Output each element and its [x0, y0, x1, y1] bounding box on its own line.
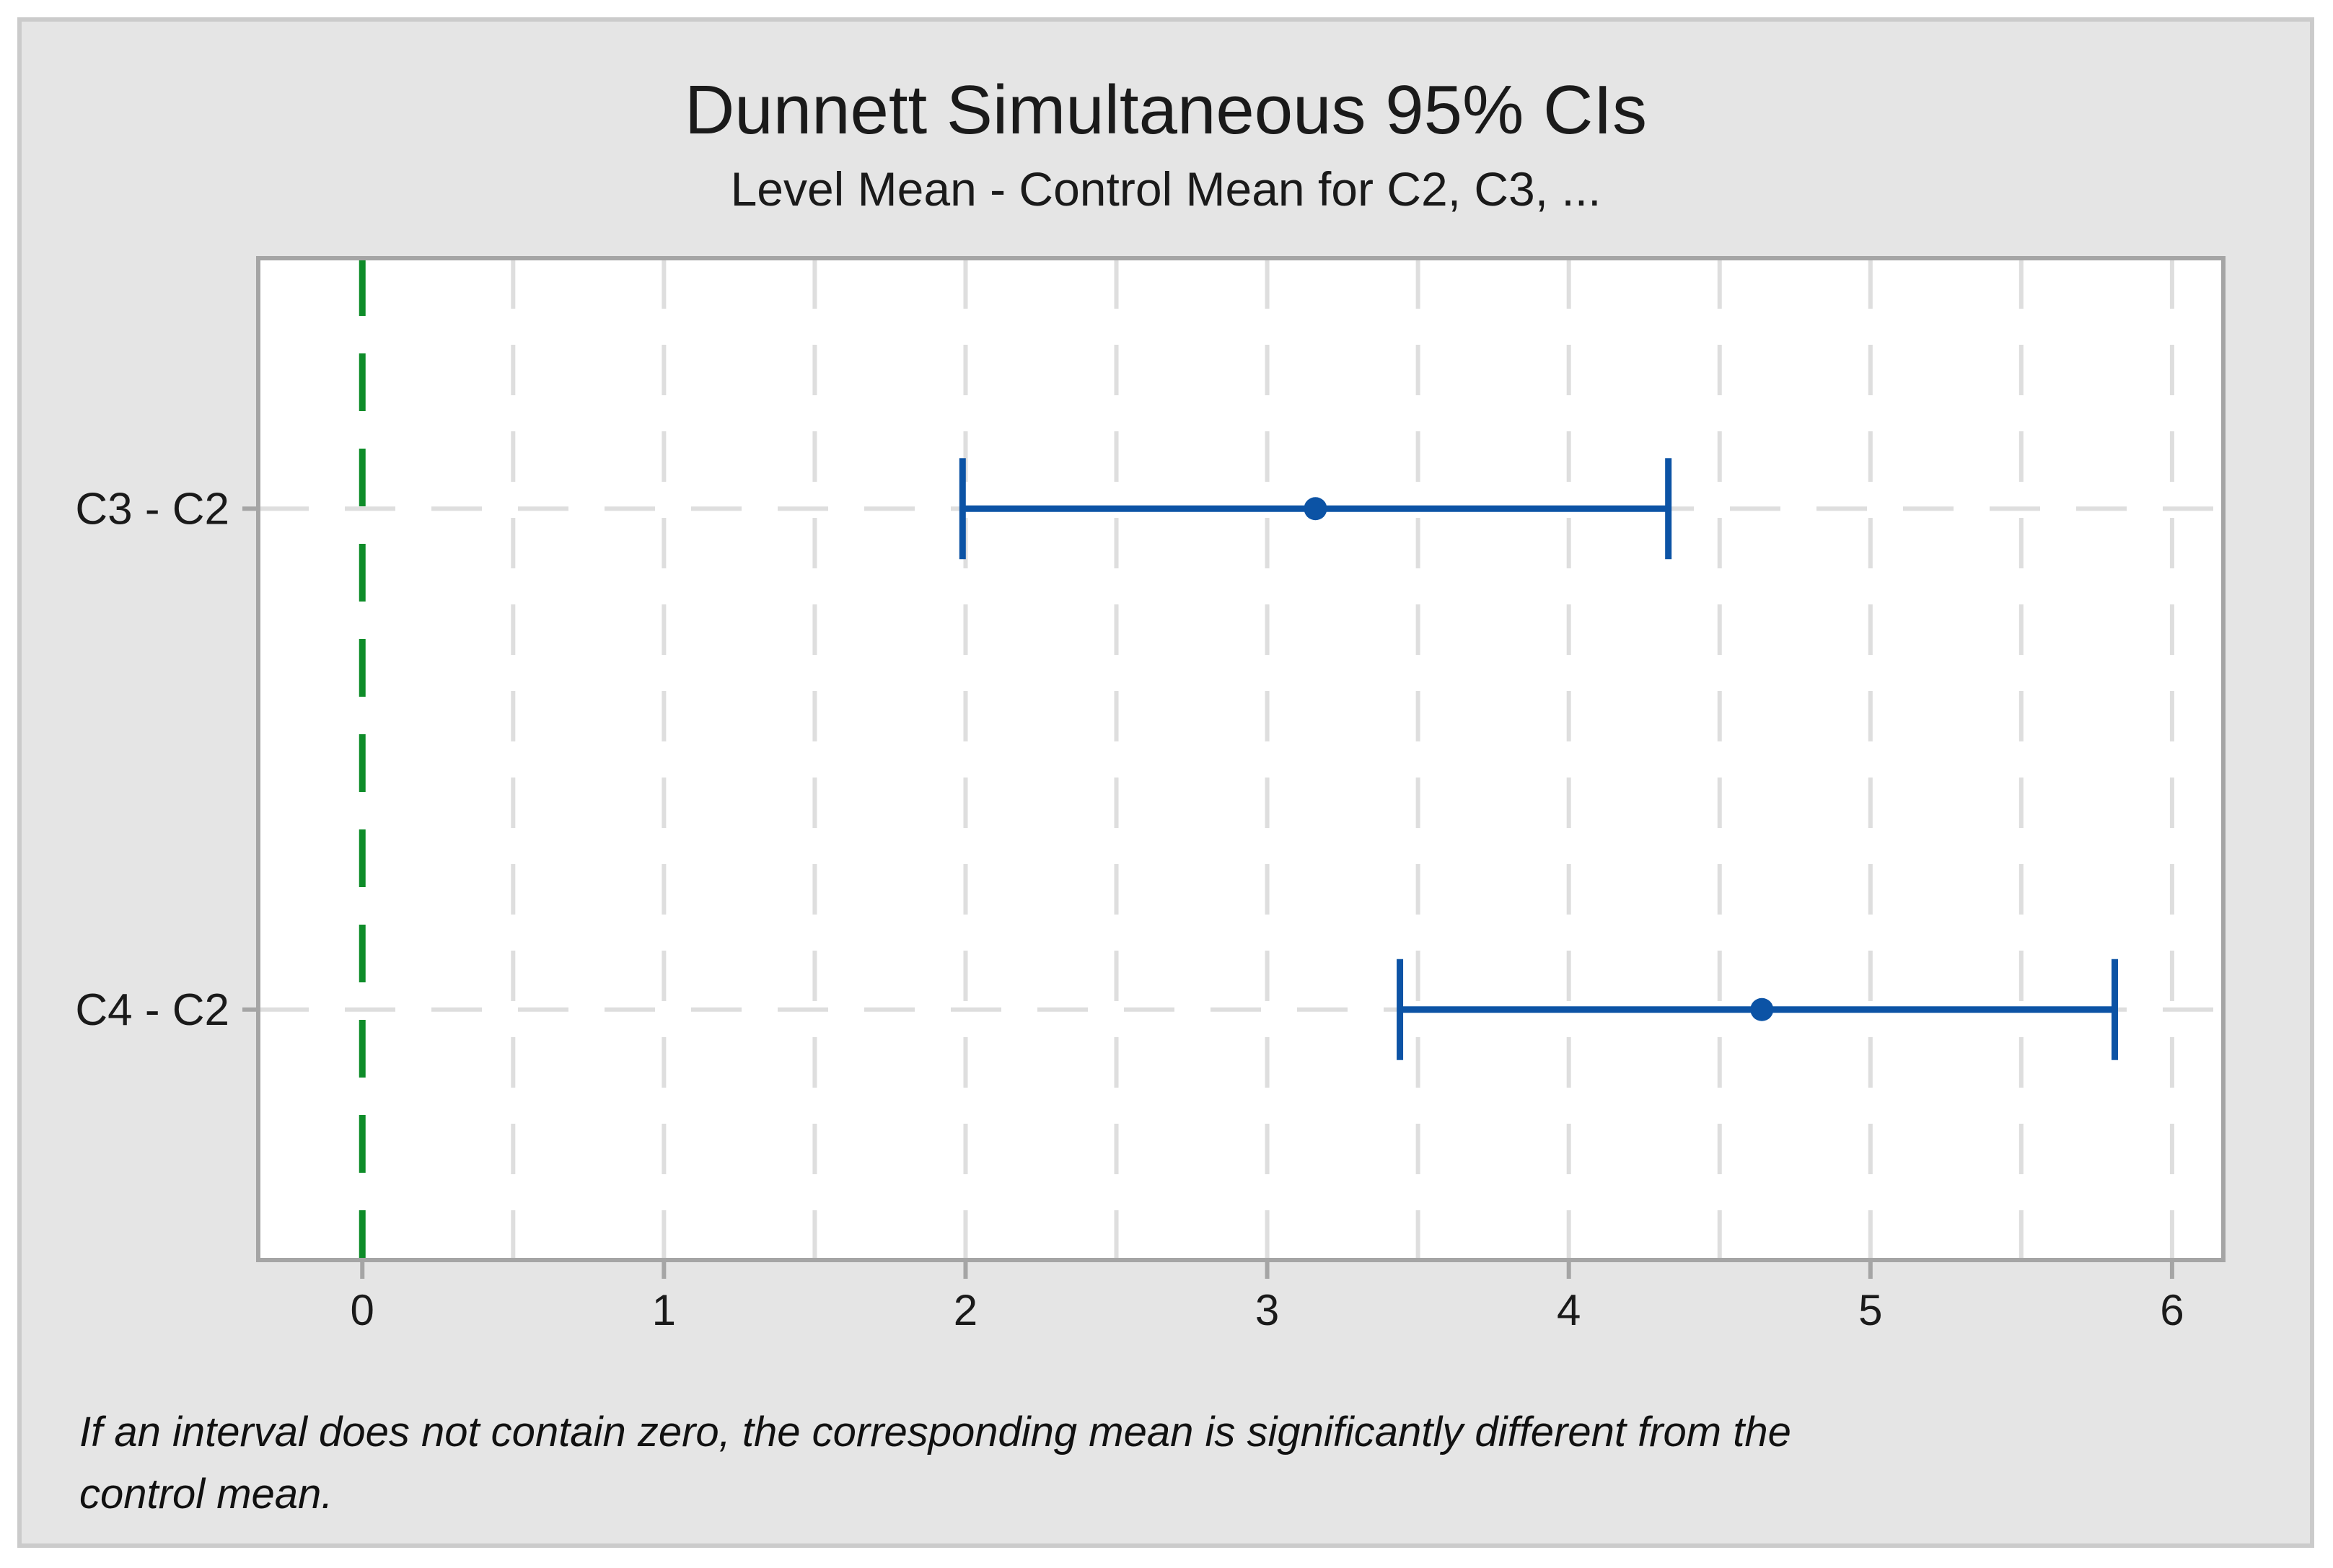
x-axis-tick-label: 1	[652, 1286, 676, 1334]
chart-title: Dunnett Simultaneous 95% CIs	[684, 71, 1648, 149]
footnote-line-1: If an interval does not contain zero, th…	[79, 1409, 1791, 1455]
footnote-line-2: control mean.	[79, 1471, 333, 1518]
x-axis-tick-label: 3	[1255, 1286, 1279, 1334]
x-axis-tick-label: 6	[2160, 1286, 2184, 1334]
y-category-label: C3 - C2	[75, 484, 229, 534]
plot-background	[258, 258, 2223, 1260]
ci-center-marker	[1304, 497, 1327, 521]
x-axis-tick-label: 0	[351, 1286, 374, 1334]
x-axis-tick-label: 5	[1858, 1286, 1882, 1334]
y-category-label: C4 - C2	[75, 985, 229, 1035]
chart-subtitle: Level Mean - Control Mean for C2, C3, ..…	[730, 162, 1602, 216]
plot-frame	[256, 256, 2226, 1262]
x-axis-tick-label: 4	[1557, 1286, 1581, 1334]
x-axis-tick-label: 2	[954, 1286, 977, 1334]
ci-center-marker	[1750, 997, 1774, 1021]
